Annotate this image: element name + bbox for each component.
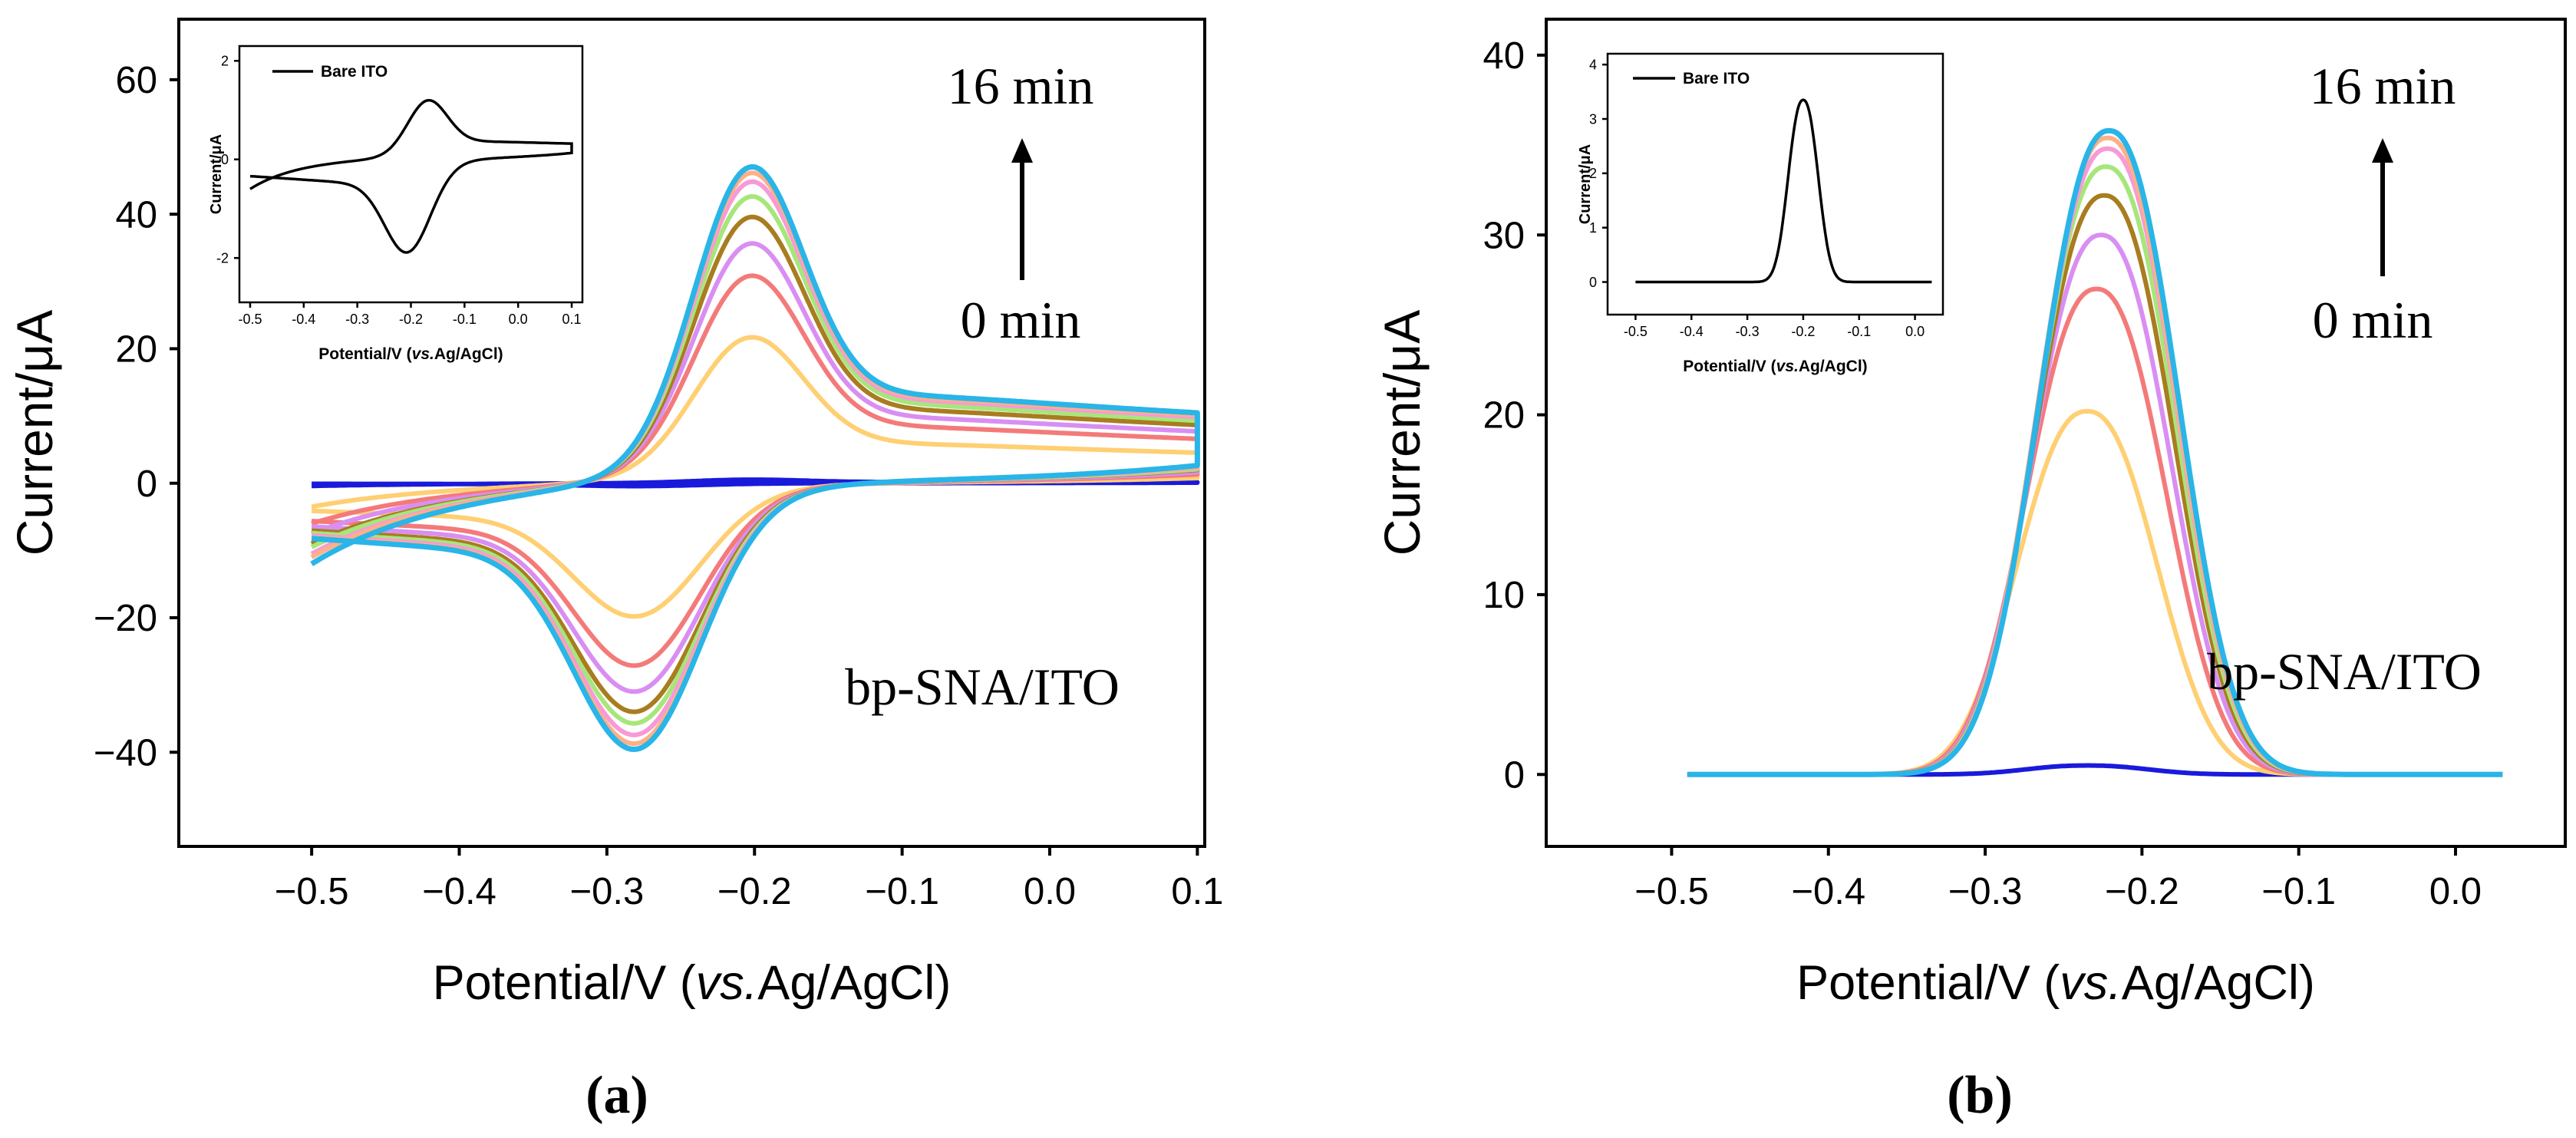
a-series-group — [310, 163, 1200, 752]
b-inset-x-tick-label: -0.4 — [1680, 324, 1704, 339]
b-plot-frame — [1545, 18, 2567, 848]
a-y-tick-label: 20 — [115, 329, 157, 371]
a-arrow-head — [1011, 138, 1033, 163]
a-annotation-16min: 16 min — [948, 57, 1094, 115]
b-series-group — [1687, 127, 2503, 777]
a-x-tick-label: −0.1 — [865, 871, 939, 912]
a-y-tick-label: 40 — [115, 194, 157, 236]
b-electrode-label: bp-SNA/ITO — [2207, 642, 2482, 701]
b-inset-x-title: Potential/V (vs.Ag/AgCl) — [1683, 358, 1867, 375]
a-annotation-0min: 0 min — [961, 291, 1081, 349]
b-inset-y-tick-label: 4 — [1589, 57, 1597, 72]
a-inset-x-title-part: Ag/AgCl) — [434, 345, 503, 363]
a-inset-x-tick-label: 0.0 — [509, 312, 528, 327]
b-inset-legend-text: Bare ITO — [1683, 70, 1750, 87]
a-inset-series-line — [249, 98, 573, 254]
a-x-axis-title-italic: vs. — [696, 956, 758, 1010]
a-x-axis-title: Potential/V (vs.Ag/AgCl) — [433, 956, 952, 1010]
a-inset-y-tick-label: 0 — [221, 152, 229, 167]
a-inset-y-tick-label: -2 — [216, 250, 229, 266]
b-y-tick-label: 10 — [1483, 575, 1525, 616]
b-y-axis-title: Current/μA — [1374, 310, 1430, 556]
a-inset-x-title-part: Potential/V ( — [318, 345, 411, 363]
a-x-axis-title-prefix: Potential/V ( — [433, 956, 696, 1010]
b-x-tick-label: −0.5 — [1634, 871, 1709, 912]
a-inset-y-title: Current/μA — [208, 134, 225, 214]
a-inset-x-tick-label: -0.3 — [345, 312, 369, 327]
b-y-tick-label: 40 — [1483, 35, 1525, 77]
a-x-tick-label: 0.1 — [1171, 871, 1223, 912]
b-x-tick-label: −0.3 — [1948, 871, 2023, 912]
a-x-tick-label: −0.2 — [717, 871, 792, 912]
a-inset-plot-frame — [238, 45, 584, 304]
b-x-axis-title-suffix: Ag/AgCl) — [2122, 956, 2315, 1010]
a-x-tick-label: −0.4 — [422, 871, 496, 912]
a-x-tick-label: −0.3 — [570, 871, 645, 912]
b-series-line-16-min — [1687, 127, 2503, 777]
a-y-tick-label: −40 — [94, 732, 157, 774]
b-x-tick-label: −0.4 — [1791, 871, 1865, 912]
a-inset-x-tick-label: -0.1 — [453, 312, 477, 327]
b-arrow-head — [2372, 138, 2393, 163]
b-x-axis-title: Potential/V (vs.Ag/AgCl) — [1796, 956, 2315, 1010]
b-y-tick-label: 30 — [1483, 215, 1525, 256]
b-inset-x-tick-label: -0.5 — [1624, 324, 1648, 339]
b-inset-x-tick-label: -0.1 — [1847, 324, 1871, 339]
b-inset-y-tick-label: 0 — [1589, 275, 1597, 290]
b-inset-x-title-part: Ag/AgCl) — [1799, 358, 1868, 375]
a-electrode-label: bp-SNA/ITO — [845, 658, 1120, 716]
b-series-line-2-min — [1687, 408, 2503, 777]
b-x-tick-label: −0.1 — [2261, 871, 2336, 912]
b-inset-x-tick-label: -0.3 — [1736, 324, 1760, 339]
b-inset-y-title: Current/μA — [1577, 144, 1594, 224]
a-series-line-12-min — [310, 179, 1200, 737]
b-inset-x-tick-label: -0.2 — [1791, 324, 1815, 339]
a-inset-legend-text: Bare ITO — [321, 63, 388, 81]
b-inset-series-line — [1635, 98, 1932, 284]
b-x-axis-title-italic: vs. — [2060, 956, 2122, 1010]
b-x-tick-label: 0.0 — [2429, 871, 2482, 912]
b-inset-x-title-part: Potential/V ( — [1683, 358, 1776, 375]
a-y-tick-label: −20 — [94, 598, 157, 639]
a-inset-x-tick-label: -0.2 — [399, 312, 423, 327]
b-x-axis-title-prefix: Potential/V ( — [1796, 956, 2060, 1010]
a-x-axis-title-suffix: Ag/AgCl) — [757, 956, 951, 1010]
a-inset-x-tick-label: 0.1 — [562, 312, 582, 327]
b-inset-x-tick-label: 0.0 — [1905, 324, 1925, 339]
b-inset-plot-frame — [1606, 52, 1944, 316]
b-inset-y-tick-label: 2 — [1589, 166, 1597, 181]
a-panel-label: (a) — [585, 1066, 648, 1125]
a-inset-x-tick-label: -0.4 — [292, 312, 315, 327]
b-inset-y-tick-label: 1 — [1589, 220, 1597, 236]
a-inset-x-title-part: vs. — [412, 345, 434, 363]
b-annotation-16min: 16 min — [2310, 57, 2456, 115]
a-series-line-16-min — [310, 163, 1200, 752]
a-inset-y-tick-label: 2 — [221, 54, 229, 69]
b-inset-axes: -0.5 -0.4 -0.3 -0.2 -0.1 0.0 0 1 2 3 4 — [1589, 52, 1944, 339]
a-y-tick-label: 60 — [115, 60, 157, 101]
b-y-tick-label: 20 — [1483, 395, 1525, 437]
b-annotation-0min: 0 min — [2313, 291, 2433, 349]
a-y-tick-label: 0 — [137, 463, 157, 505]
b-inset-x-title-part: vs. — [1776, 358, 1799, 375]
a-x-tick-label: −0.5 — [275, 871, 349, 912]
b-panel-label: (b) — [1947, 1066, 2013, 1125]
a-x-tick-label: 0.0 — [1024, 871, 1076, 912]
b-y-tick-label: 0 — [1504, 754, 1525, 796]
a-y-axis-title: Current/μA — [6, 310, 63, 556]
a-plot-frame — [177, 18, 1206, 848]
b-x-tick-label: −0.2 — [2105, 871, 2179, 912]
a-series-line-0-min — [312, 477, 1200, 489]
a-inset-axes: -0.5 -0.4 -0.3 -0.2 -0.1 0.0 0.1 -2 0 2 — [216, 45, 584, 327]
b-inset-y-tick-label: 3 — [1589, 111, 1597, 127]
a-inset-x-tick-label: -0.5 — [238, 312, 262, 327]
a-inset-x-title: Potential/V (vs.Ag/AgCl) — [318, 345, 503, 363]
